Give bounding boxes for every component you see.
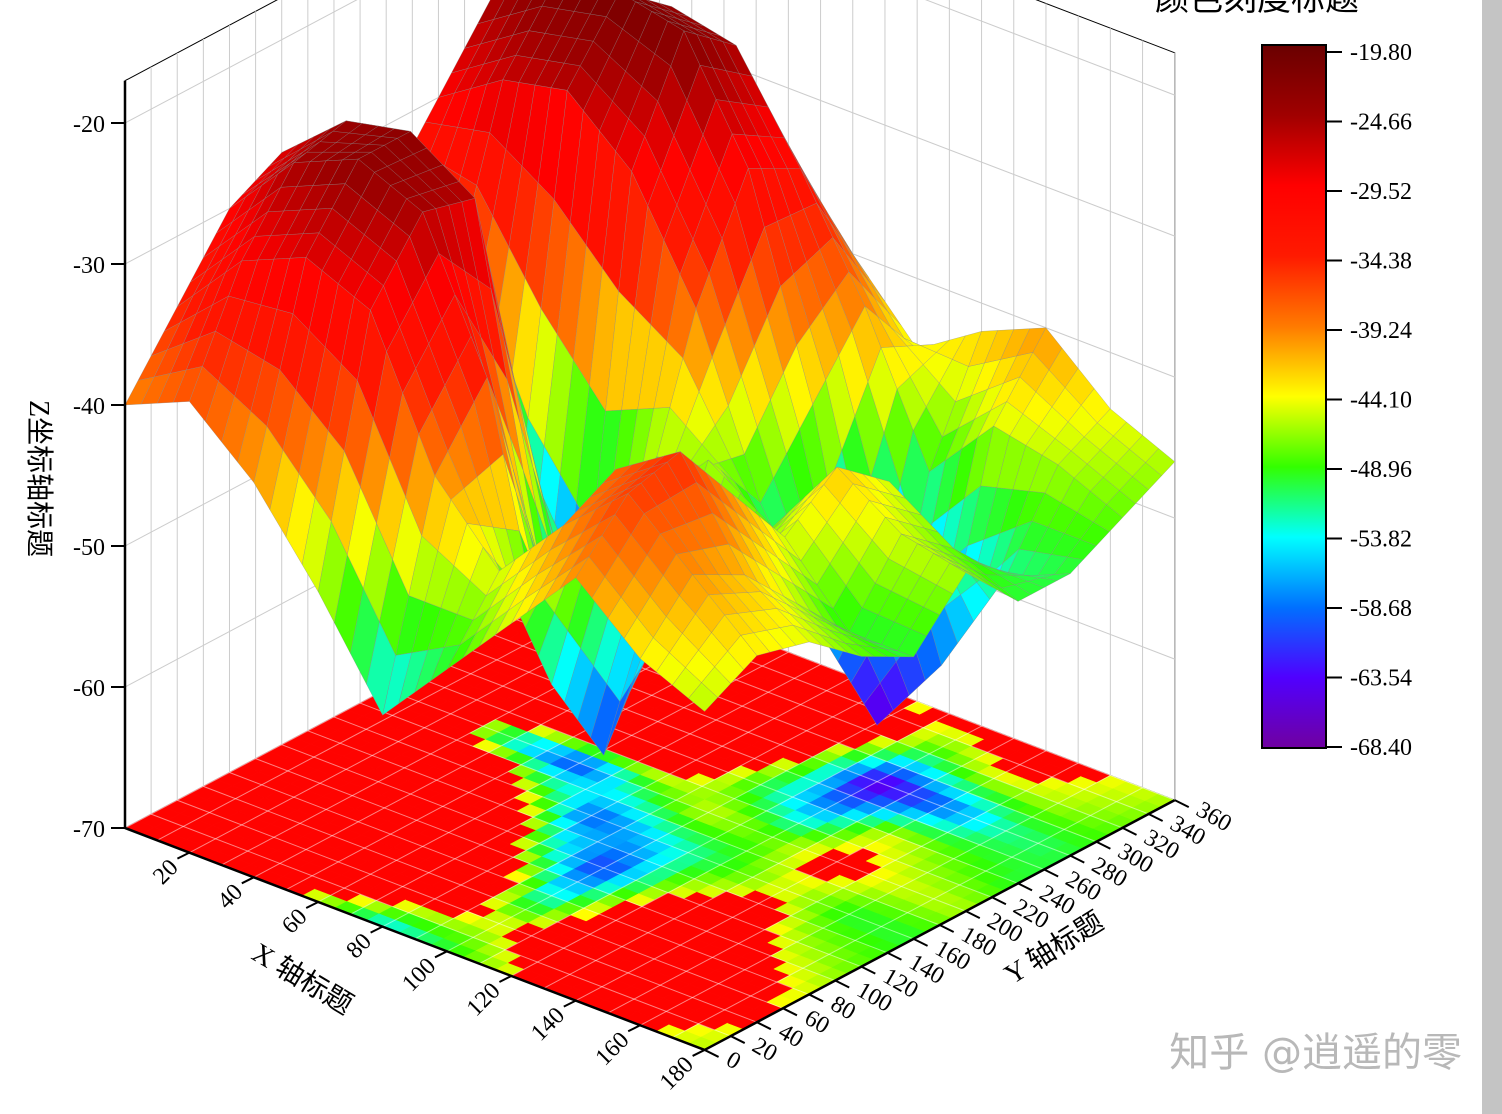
color-scale-label: -44.10 xyxy=(1350,388,1412,414)
z-axis-title: Z坐标轴标题 xyxy=(23,400,55,557)
color-scale-label: -29.52 xyxy=(1350,179,1412,205)
y-tick xyxy=(1148,813,1164,822)
color-scale: 颜色刻度标题 -19.80 -24.66 -29.52 -34.38 -39.24 -44… xyxy=(1155,0,1412,761)
y-tick xyxy=(1043,868,1059,878)
z-tick-label: -50 xyxy=(73,535,105,561)
watermark: 知乎 @逍遥的零 xyxy=(1169,1030,1462,1076)
y-tick xyxy=(886,951,902,961)
floor-gridline xyxy=(386,688,966,912)
x-tick-label: 100 xyxy=(397,953,441,997)
x-tick xyxy=(627,1024,641,1033)
gridline xyxy=(124,0,358,124)
y-tick xyxy=(1017,882,1033,892)
color-scale-label: -53.82 xyxy=(1350,527,1412,553)
floor-gridline xyxy=(281,744,862,968)
x-tick xyxy=(498,975,512,983)
floor-gridline xyxy=(412,674,993,898)
surface-cell xyxy=(936,562,967,595)
y-tick xyxy=(1122,826,1137,836)
y-tick xyxy=(834,979,850,989)
floor-gridline xyxy=(255,758,836,982)
floor-gridline xyxy=(203,785,784,1009)
x-tick-label: 140 xyxy=(526,1002,570,1046)
color-scale-label: -68.40 xyxy=(1350,735,1412,761)
surface-cell xyxy=(573,0,599,15)
floor-gridline xyxy=(359,702,940,926)
surface-cell xyxy=(988,581,1019,602)
color-scale-label: -39.24 xyxy=(1350,318,1412,344)
x-axis-line xyxy=(124,826,706,1052)
surface-cell xyxy=(1145,448,1176,477)
x-tick xyxy=(434,950,448,959)
surface-cell xyxy=(493,0,519,20)
color-scale-label: -58.68 xyxy=(1350,596,1412,622)
z-tick-label: -60 xyxy=(73,676,105,702)
color-scale-label: -19.80 xyxy=(1350,40,1412,66)
y-tick xyxy=(860,965,876,975)
gridline xyxy=(925,0,1175,96)
surface-cell xyxy=(884,648,914,658)
y-tick xyxy=(939,924,955,933)
floor-gridline xyxy=(229,772,810,995)
x-tick xyxy=(305,901,319,909)
y-tick xyxy=(704,1049,720,1058)
surface-cell xyxy=(541,0,564,10)
z-tick-label: -20 xyxy=(73,112,105,138)
surface-cell xyxy=(557,0,581,12)
y-tick xyxy=(991,896,1007,906)
z-tick-label: -40 xyxy=(73,394,105,420)
window-edge xyxy=(1482,0,1502,1114)
x-axis-title: X 轴标题 xyxy=(246,937,358,1022)
color-scale-title: 颜色刻度标题 xyxy=(1155,0,1359,18)
x-tick-label: 80 xyxy=(341,928,376,963)
y-tick xyxy=(782,1007,798,1017)
surface-cell xyxy=(727,634,758,670)
surface-cell xyxy=(525,0,546,11)
surface-cell xyxy=(509,0,532,16)
color-scale-label: -48.96 xyxy=(1350,457,1412,483)
z-tick-label: -30 xyxy=(73,253,105,279)
z-tick-label: -70 xyxy=(73,817,105,843)
x-tick-label: 180 xyxy=(655,1052,699,1096)
floor-gridline xyxy=(150,813,731,1037)
x-tick-label: 120 xyxy=(462,978,506,1022)
y-tick xyxy=(730,1035,746,1044)
y-tick xyxy=(965,910,981,920)
color-scale-label: -34.38 xyxy=(1350,249,1412,275)
surface-cell xyxy=(1041,573,1071,581)
x-tick-label: 60 xyxy=(277,904,312,939)
color-scale-label: -63.54 xyxy=(1350,666,1412,692)
color-scale-bar xyxy=(1261,44,1327,749)
x-tick xyxy=(176,851,190,860)
x-tick-label: 160 xyxy=(591,1027,635,1071)
surface-cell xyxy=(1092,504,1123,532)
surface-cell xyxy=(831,638,862,657)
x-tick xyxy=(563,999,577,1008)
color-scale-label: -24.66 xyxy=(1350,110,1412,136)
x-tick-label: 20 xyxy=(148,855,183,890)
x-tick-label: 40 xyxy=(213,879,248,914)
y-tick xyxy=(1174,799,1190,808)
floor-gridline xyxy=(333,716,914,940)
y-tick xyxy=(808,993,824,1003)
surface-cell xyxy=(589,0,616,17)
floor-gridline xyxy=(438,660,1019,884)
y-tick xyxy=(1069,854,1085,864)
y-tick xyxy=(913,938,929,947)
floor-gridline xyxy=(307,730,888,954)
surface-cell xyxy=(779,624,810,646)
y-tick-label: 0 xyxy=(722,1047,745,1076)
surface-mesh xyxy=(124,0,1176,756)
surface-cell xyxy=(477,0,505,25)
x-tick xyxy=(241,876,255,885)
x-tick xyxy=(692,1049,706,1057)
floor-gridline xyxy=(177,799,758,1023)
x-tick xyxy=(370,925,384,934)
y-tick xyxy=(1095,840,1111,850)
y-tick xyxy=(756,1021,772,1031)
